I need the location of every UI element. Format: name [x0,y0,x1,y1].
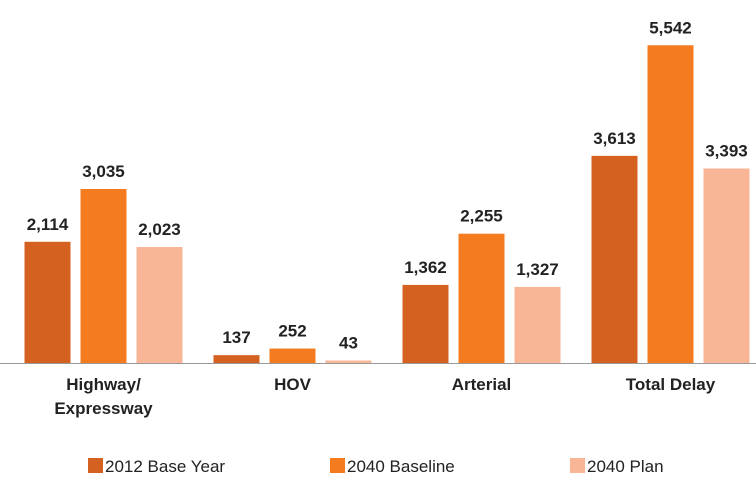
bar [458,233,505,363]
data-label: 5,542 [649,18,692,37]
bar [703,168,750,363]
data-label: 3,613 [593,129,636,148]
data-label: 2,255 [460,207,503,226]
bar [80,188,127,363]
legend-swatch [330,458,345,473]
x-tick-label: HOV [274,375,311,394]
data-label: 3,393 [705,141,748,160]
x-tick-label: Arterial [451,375,512,394]
data-label: 252 [278,322,306,341]
bar [325,360,372,363]
legend-label: 2040 Baseline [347,457,455,476]
legend-label: 2040 Plan [587,457,664,476]
data-label: 43 [339,334,358,353]
data-label: 1,362 [404,258,447,277]
bar [24,241,71,363]
bar [136,247,183,363]
data-label: 2,023 [138,220,181,239]
legend-swatch [570,458,585,473]
bar [647,45,694,363]
x-tick-label: Highway/ Expressway [54,375,153,418]
bar [591,155,638,363]
data-label: 137 [222,328,250,347]
data-label: 3,035 [82,162,125,181]
bar [402,284,449,363]
bar [269,348,316,363]
legend-label: 2012 Base Year [105,457,225,476]
data-label: 1,327 [516,260,559,279]
x-tick-label: Total Delay [625,375,716,394]
bar [213,355,260,363]
bar [514,286,561,363]
legend-swatch [88,458,103,473]
data-label: 2,114 [27,215,69,234]
